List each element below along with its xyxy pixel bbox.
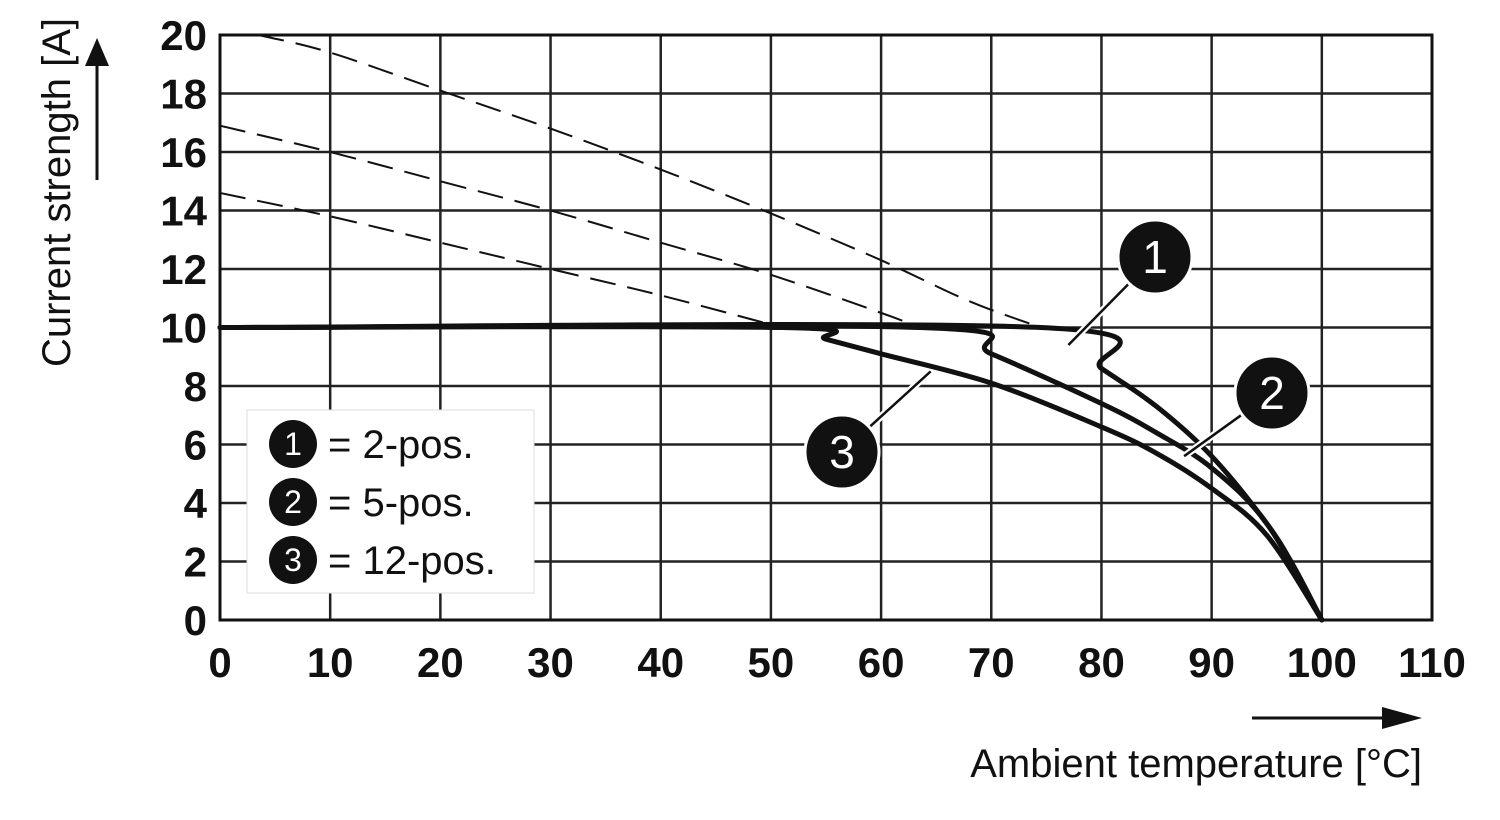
plot-frame bbox=[218, 33, 1434, 622]
y-tick-label-0: 0 bbox=[184, 597, 207, 644]
x-tick-label-90: 90 bbox=[1188, 639, 1235, 686]
legend-label-1: = 2-pos. bbox=[328, 423, 474, 467]
y-tick-label-10: 10 bbox=[160, 305, 207, 352]
callout-2-leader bbox=[1183, 414, 1242, 458]
x-tick-label-80: 80 bbox=[1078, 639, 1125, 686]
legend: 1 = 2-pos. 2 = 5-pos. 3 = 12-pos. bbox=[246, 409, 535, 594]
series-3-dashed-line bbox=[219, 191, 785, 329]
series-2-dashed-line bbox=[219, 124, 921, 329]
legend-badge-2 bbox=[269, 478, 317, 526]
callout-2-number: 2 bbox=[1259, 367, 1285, 419]
x-tick-label-50: 50 bbox=[748, 639, 795, 686]
x-tick-label-20: 20 bbox=[417, 639, 464, 686]
legend-badge-number-2: 2 bbox=[284, 484, 302, 520]
legend-label-3: = 12-pos. bbox=[328, 539, 496, 583]
plot-border bbox=[218, 33, 1434, 622]
callout-1-leader bbox=[1067, 283, 1130, 346]
callout-1-badge bbox=[1116, 218, 1194, 296]
legend-badge-3 bbox=[269, 536, 317, 584]
y-tick-label-14: 14 bbox=[160, 188, 207, 235]
x-axis-title: Ambient temperature [°C] bbox=[970, 742, 1422, 786]
x-tick-label-60: 60 bbox=[858, 639, 905, 686]
x-axis-title-group: Ambient temperature [°C] bbox=[970, 707, 1422, 786]
callout-3-number: 3 bbox=[829, 426, 855, 478]
callout-1-number: 1 bbox=[1142, 231, 1168, 283]
y-tick-label-16: 16 bbox=[160, 129, 207, 176]
x-tick-label-100: 100 bbox=[1287, 639, 1357, 686]
curves bbox=[217, 34, 1325, 623]
callout-3-badge bbox=[803, 413, 881, 491]
x-tick-label-10: 10 bbox=[307, 639, 354, 686]
legend-badge-number-1: 1 bbox=[284, 426, 302, 462]
x-axis-arrowhead bbox=[1382, 707, 1422, 729]
series-1-dashed-line bbox=[258, 34, 1042, 329]
y-tick-label-8: 8 bbox=[184, 363, 207, 410]
y-tick-label-18: 18 bbox=[160, 71, 207, 118]
y-axis-title-group: Current strength [A] bbox=[35, 18, 109, 367]
y-axis-title: Current strength [A] bbox=[35, 18, 79, 367]
y-tick-label-6: 6 bbox=[184, 422, 207, 469]
series-3-line bbox=[217, 324, 1325, 623]
callout-2-badge bbox=[1233, 354, 1311, 432]
x-tick-label-0: 0 bbox=[208, 639, 231, 686]
x-tick-label-110: 110 bbox=[1398, 639, 1466, 686]
y-tick-label-4: 4 bbox=[184, 480, 208, 527]
legend-badge-number-3: 3 bbox=[284, 542, 302, 578]
y-axis-arrowhead bbox=[85, 38, 109, 66]
x-tick-label-30: 30 bbox=[527, 639, 574, 686]
y-tick-label-20: 20 bbox=[160, 12, 207, 59]
tick-labels: 0 10 20 30 40 50 60 70 80 90 100 110024681012141618… bbox=[160, 12, 1466, 686]
callout-3-leader bbox=[869, 370, 932, 428]
x-tick-label-40: 40 bbox=[637, 639, 684, 686]
x-tick-label-70: 70 bbox=[968, 639, 1015, 686]
y-tick-label-2: 2 bbox=[184, 539, 207, 586]
legend-label-2: = 5-pos. bbox=[328, 481, 474, 525]
y-tick-label-12: 12 bbox=[160, 246, 207, 293]
legend-badge-1 bbox=[269, 420, 317, 468]
callouts: 1 2 3 bbox=[803, 218, 1311, 491]
